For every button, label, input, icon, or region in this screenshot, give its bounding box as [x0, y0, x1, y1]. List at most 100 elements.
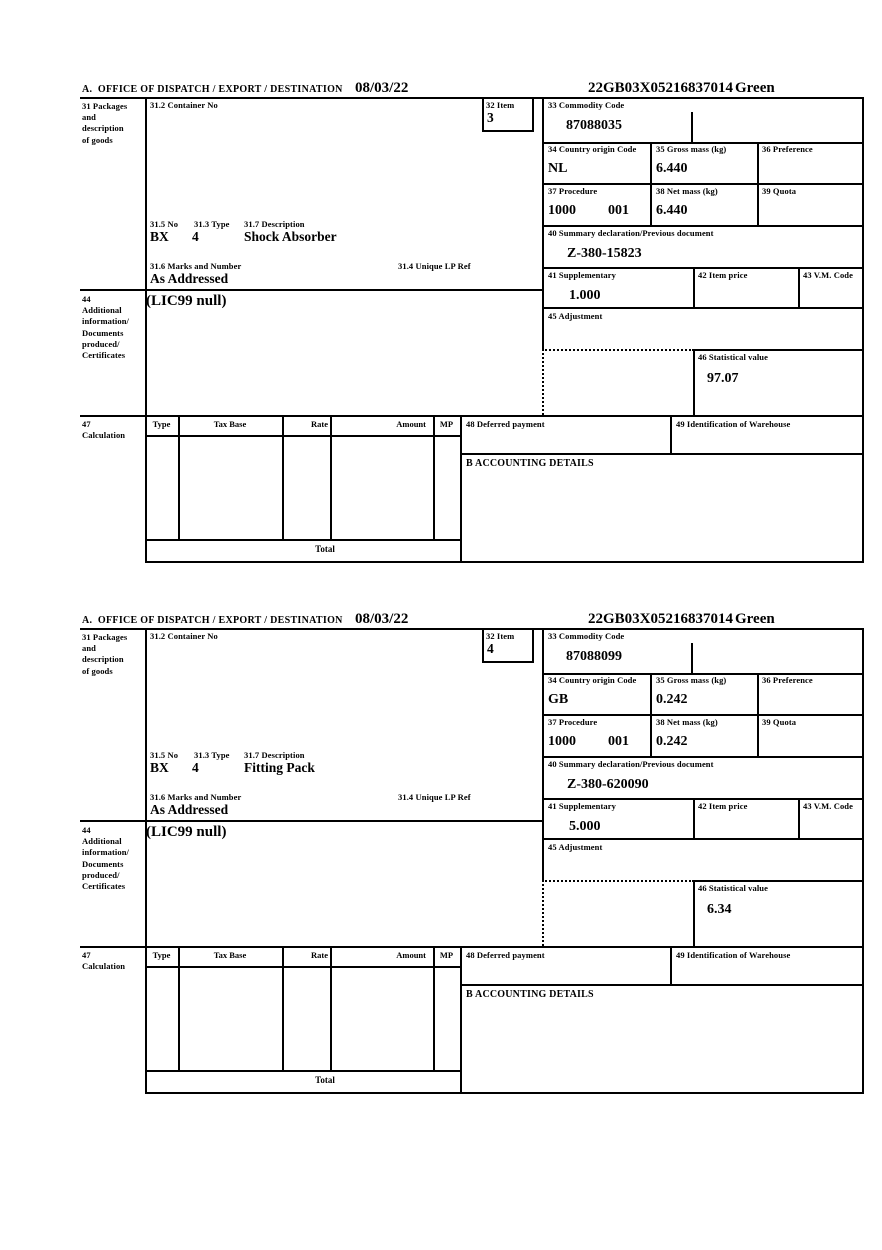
marks-and-number-label: 31.6 Marks and Number [150, 261, 242, 271]
package-no-label: 31.5 No [150, 219, 179, 229]
country-origin-label: 34 Country origin Code [548, 675, 637, 685]
box44-top-border [80, 820, 543, 822]
divider-48-49 [670, 946, 672, 984]
routing-status: Green [735, 611, 775, 627]
package-no-value: BX [150, 229, 169, 244]
row34-bottom-border [542, 714, 864, 716]
box32-bottom-border [482, 130, 534, 132]
box32-right-border [532, 628, 534, 661]
total-label: Total [315, 1075, 335, 1085]
row37-bottom-border [542, 756, 864, 758]
commodity-code-value: 87088035 [566, 118, 622, 133]
marks-and-number-value: As Addressed [150, 271, 229, 286]
preference-label: 36 Preference [762, 675, 813, 685]
description-label: 31.7 Description [244, 750, 305, 760]
box33-field-tick [691, 643, 693, 673]
warehouse-identification-label: 49 Identification of Warehouse [676, 419, 791, 429]
divider-41-42 [693, 267, 695, 307]
dotted-divider-vertical [542, 349, 544, 415]
goods-description-value: Shock Absorber [244, 229, 337, 244]
unique-lp-ref-label: 31.4 Unique LP Ref [398, 792, 471, 802]
row34-bottom-border [542, 183, 864, 185]
deferred-payment-label: 48 Deferred payment [466, 950, 545, 960]
supplementary-label: 41 Supplementary [548, 270, 616, 280]
routing-status: Green [735, 80, 775, 96]
divider-48-49 [670, 415, 672, 453]
col-header-tax-base: Tax Base [213, 950, 247, 960]
container-no-label: 31.2 Container No [150, 100, 218, 110]
divider-34-35 [650, 673, 652, 756]
package-no-value: BX [150, 760, 169, 775]
box44-label: 44 Additional information/ Documents pro… [82, 294, 130, 361]
row48-bottom-border [460, 453, 864, 455]
form-right-border [862, 97, 864, 561]
box46-left-border [693, 880, 695, 946]
deferred-payment-label: 48 Deferred payment [466, 419, 545, 429]
label-column-divider [145, 97, 147, 561]
box40-bottom-border [542, 267, 864, 269]
col-header-rate: Rate [311, 950, 328, 960]
box31-label: 31 Packages and description of goods [82, 101, 128, 145]
container-no-label: 31.2 Container No [150, 631, 218, 641]
label-column-divider [145, 628, 147, 1092]
box33-bottom-border [542, 673, 864, 675]
item-price-label: 42 Item price [698, 270, 748, 280]
item-number-label: 32 Item [486, 631, 515, 641]
box32-left-border [482, 628, 484, 661]
declaration-item-form-1: A. OFFICE OF DISPATCH / EXPORT / DESTINA… [80, 80, 864, 566]
country-origin-value: GB [548, 692, 569, 707]
procedure-qualifier-value: 001 [608, 734, 629, 749]
gross-mass-label: 35 Gross mass (kg) [656, 144, 727, 154]
box32-right-border [532, 97, 534, 130]
summary-declaration-label: 40 Summary declaration/Previous document [548, 759, 714, 769]
col-type-right-border [178, 415, 180, 539]
table-header-underline [145, 435, 462, 437]
row41-bottom-border [542, 307, 864, 309]
accounting-details-label: B ACCOUNTING DETAILS [466, 989, 594, 1000]
col-taxbase-right-border [282, 946, 284, 1070]
box32-left-border [482, 97, 484, 130]
item-number-value: 4 [487, 641, 494, 656]
statistical-value-label: 46 Statistical value [698, 883, 768, 893]
package-type-label: 31.3 Type [194, 219, 230, 229]
box46-left-border [693, 349, 695, 415]
item-price-label: 42 Item price [698, 801, 748, 811]
adjustment-label: 45 Adjustment [548, 842, 603, 852]
office-of-dispatch-header: A. OFFICE OF DISPATCH / EXPORT / DESTINA… [82, 615, 343, 626]
col-header-type: Type [152, 419, 171, 429]
box47-top-border [80, 415, 864, 417]
item-number-label: 32 Item [486, 100, 515, 110]
col-header-rate: Rate [311, 419, 328, 429]
dotted-divider-horizontal [542, 880, 694, 882]
divider-42-43 [798, 267, 800, 307]
description-label: 31.7 Description [244, 219, 305, 229]
table-bottom-border [145, 1070, 462, 1072]
package-type-value: 4 [192, 760, 199, 775]
box33-field-tick [691, 112, 693, 142]
declaration-date: 08/03/22 [355, 611, 409, 627]
statistical-value-label: 46 Statistical value [698, 352, 768, 362]
box33-bottom-border [542, 142, 864, 144]
adjustment-label: 45 Adjustment [548, 311, 603, 321]
accounting-details-label: B ACCOUNTING DETAILS [466, 458, 594, 469]
box47-top-border [80, 946, 864, 948]
total-label: Total [315, 544, 335, 554]
divider-42-43 [798, 798, 800, 838]
net-mass-label: 38 Net mass (kg) [656, 717, 718, 727]
item-number-value: 3 [487, 110, 494, 125]
country-origin-value: NL [548, 161, 568, 176]
declaration-item-form-2: A. OFFICE OF DISPATCH / EXPORT / DESTINA… [80, 611, 864, 1097]
goods-description-value: Fitting Pack [244, 760, 315, 775]
commodity-code-label: 33 Commodity Code [548, 100, 625, 110]
row48-bottom-border [460, 984, 864, 986]
country-origin-label: 34 Country origin Code [548, 144, 637, 154]
box44-label: 44 Additional information/ Documents pro… [82, 825, 130, 892]
form-top-border [80, 97, 864, 99]
col-amount-right-border [433, 415, 435, 539]
box46-top-border [693, 349, 864, 351]
form-bottom-border [145, 1092, 864, 1094]
box46-top-border [693, 880, 864, 882]
divider-35-36 [757, 673, 759, 756]
divider-41-42 [693, 798, 695, 838]
procedure-value: 1000 [548, 203, 576, 218]
